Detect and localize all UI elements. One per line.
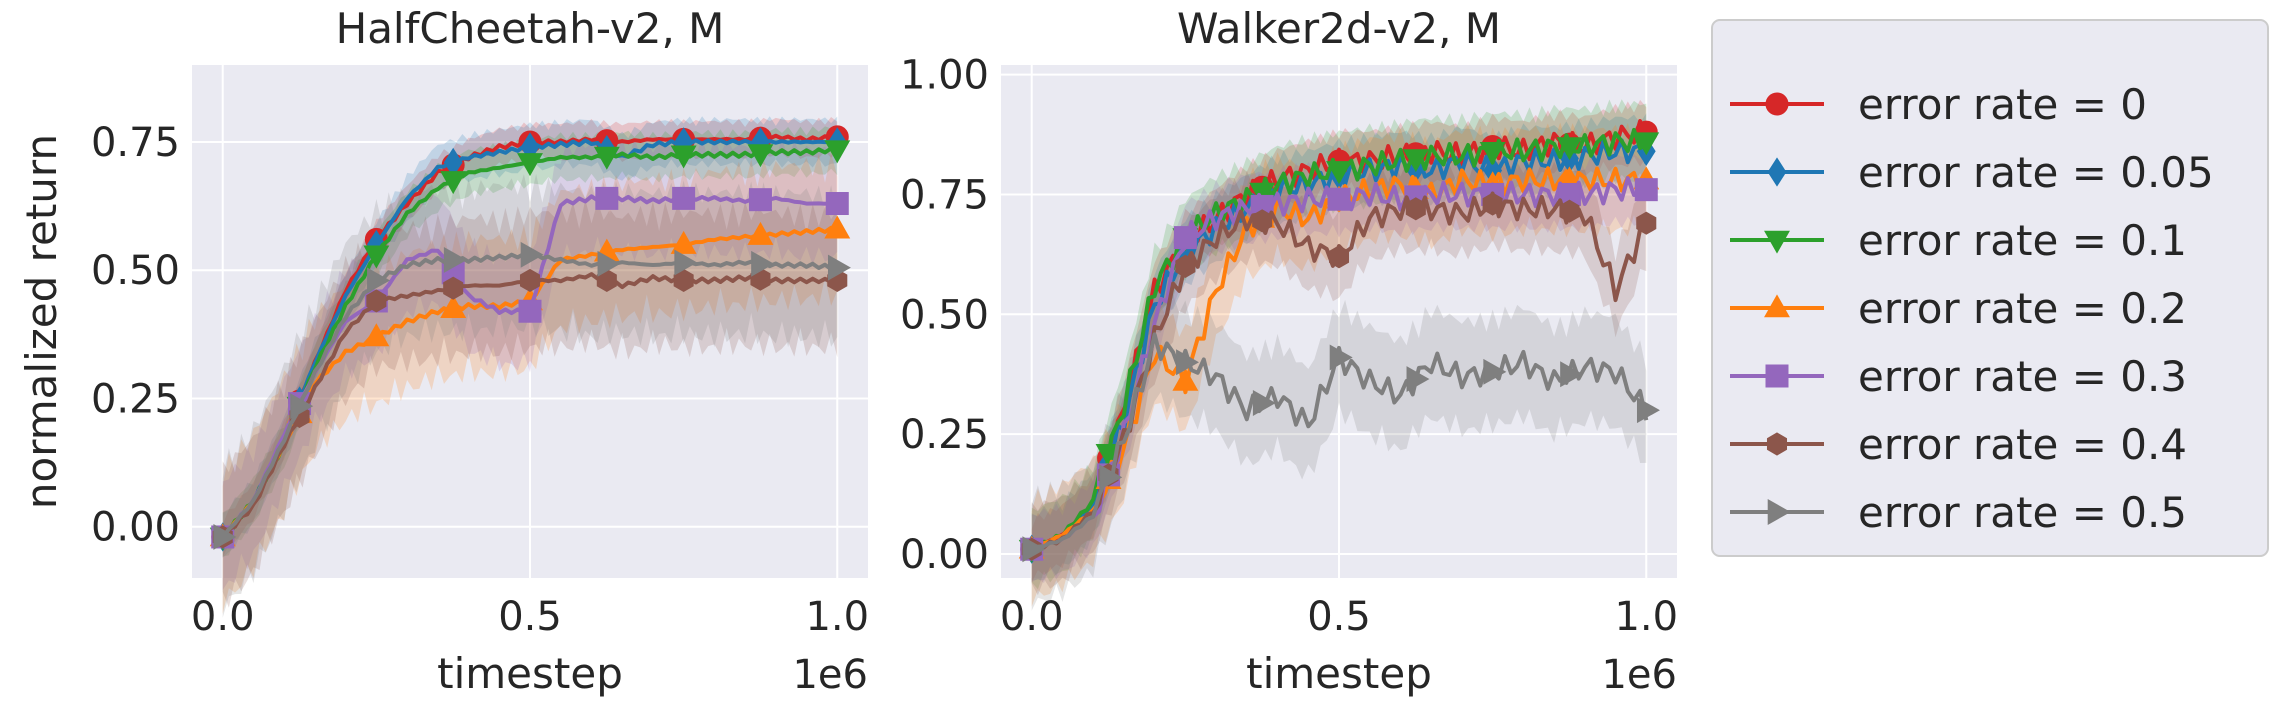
legend: error rate = 0 error rate = 0.05 error rat… <box>1712 20 2268 556</box>
legend-marker <box>1767 433 1786 455</box>
chart-title: HalfCheetah-v2, M <box>336 4 725 53</box>
series-marker <box>1560 200 1579 222</box>
y-tick-label: 1.00 <box>900 53 989 99</box>
legend-label: error rate = 0 <box>1858 80 2147 129</box>
series-marker <box>1637 212 1656 234</box>
plot-walker2d: 0.0 0.5 1.0 0.00 0.25 0.50 0.75 1.00 Walker2d-v2… <box>900 4 1678 698</box>
series-marker <box>749 189 771 211</box>
series-marker <box>519 300 541 322</box>
y-tick-label: 0.00 <box>900 532 989 578</box>
x-tick-label: 1.0 <box>805 594 869 640</box>
series-marker <box>596 187 618 209</box>
series-marker <box>1483 193 1502 215</box>
x-axis-label: timestep <box>437 649 623 698</box>
legend-label: error rate = 0.5 <box>1858 488 2187 537</box>
legend-label: error rate = 0.4 <box>1858 420 2187 469</box>
legend-label: error rate = 0.05 <box>1858 148 2214 197</box>
y-tick-label: 0.25 <box>91 376 180 422</box>
legend-marker <box>1766 365 1788 387</box>
series-marker <box>1176 255 1195 277</box>
chart-title: Walker2d-v2, M <box>1177 4 1501 53</box>
legend-marker <box>1766 93 1788 115</box>
series-marker <box>1406 198 1425 220</box>
series-marker <box>367 290 386 312</box>
series-marker <box>520 269 539 291</box>
y-tick-label: 0.00 <box>91 505 180 551</box>
x-tick-label: 1.0 <box>1614 594 1678 640</box>
y-tick-label: 0.50 <box>900 292 989 338</box>
series-marker <box>826 193 848 215</box>
series-marker <box>673 187 695 209</box>
legend-label: error rate = 0.3 <box>1858 352 2187 401</box>
x-tick-label: 0.5 <box>498 594 562 640</box>
x-offset-label: 1e6 <box>792 652 868 698</box>
series-marker <box>444 277 463 299</box>
y-tick-label: 0.50 <box>91 248 180 294</box>
y-tick-label: 0.75 <box>91 120 180 166</box>
y-tick-label: 0.75 <box>900 172 989 218</box>
series-marker <box>1635 179 1657 201</box>
series-marker <box>1253 210 1272 232</box>
y-tick-label: 0.25 <box>900 412 989 458</box>
x-tick-label: 0.5 <box>1307 594 1371 640</box>
series-marker <box>1328 188 1350 210</box>
plot-halfcheetah: 0.0 0.5 1.0 0.00 0.25 0.50 0.75 HalfCheetah-v2,… <box>17 4 869 698</box>
legend-label: error rate = 0.1 <box>1858 216 2187 265</box>
series-marker <box>1174 227 1196 249</box>
x-axis-label: timestep <box>1246 649 1432 698</box>
x-offset-label: 1e6 <box>1601 652 1677 698</box>
series-marker <box>1329 246 1348 268</box>
legend-label: error rate = 0.2 <box>1858 284 2187 333</box>
y-axis-label: normalized return <box>17 134 66 509</box>
